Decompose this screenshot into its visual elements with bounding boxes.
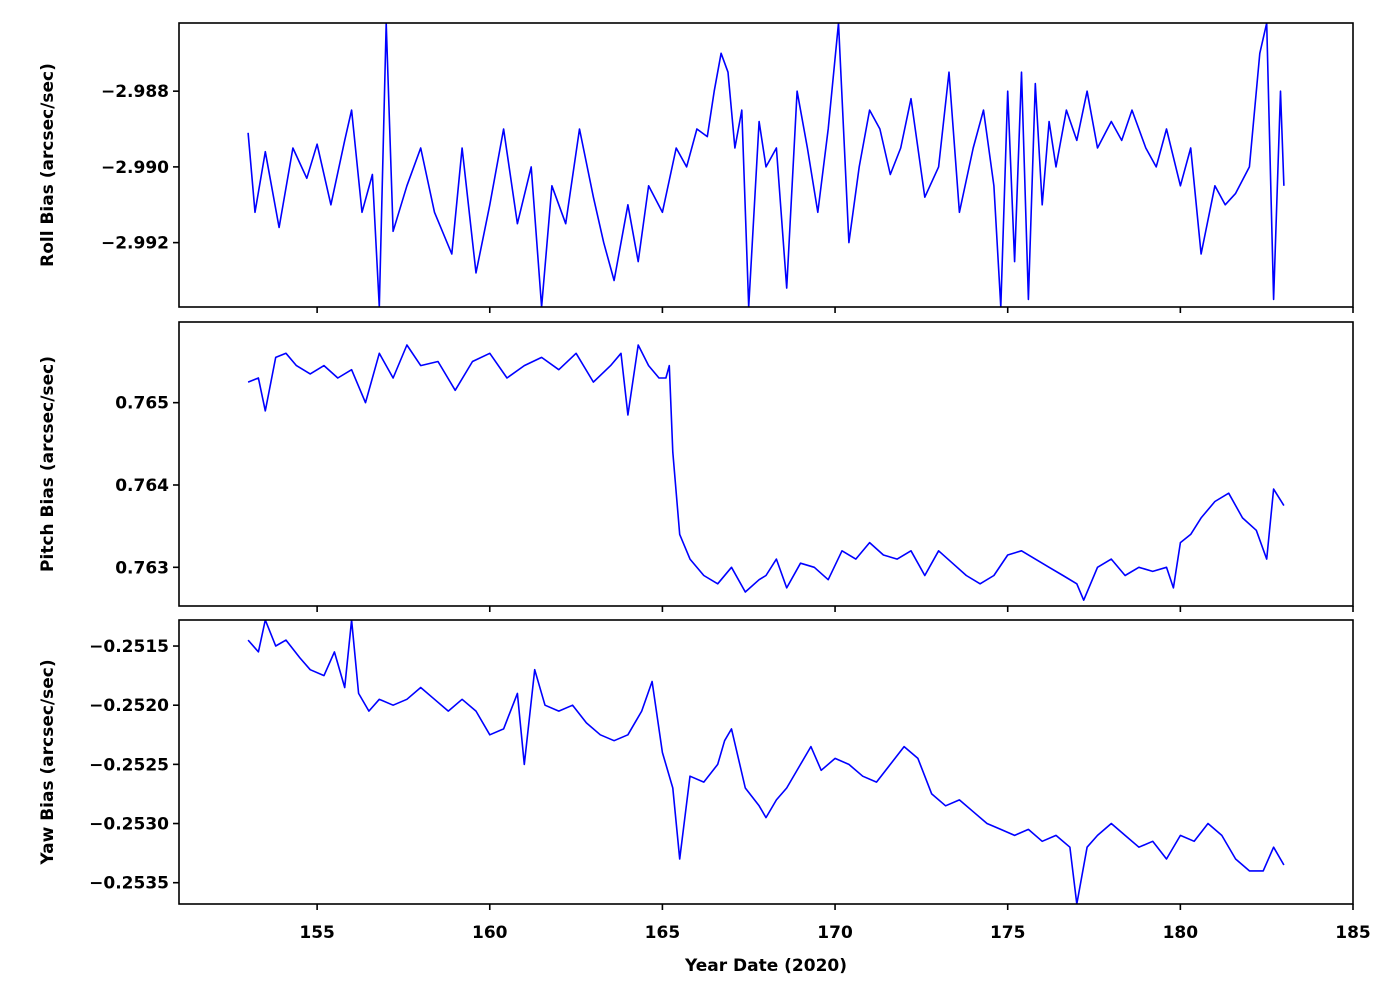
yaw-y-tick-label: −0.2515 (89, 637, 169, 657)
yaw-series-line (247, 620, 1285, 904)
yaw-y-tick-label: −0.2520 (89, 696, 169, 716)
x-tick-label: 160 (472, 923, 508, 943)
roll-y-tick-label: −2.990 (101, 158, 169, 178)
pitch-plot-frame (178, 321, 1354, 607)
pitch-y-tick-label: 0.765 (115, 394, 169, 414)
panels-layer: −2.992 −2.990 −2.988 Roll Bias (arcsec/sec)… (38, 22, 1371, 943)
roll-y-axis-label: Roll Bias (arcsec/sec) (38, 63, 58, 267)
roll-y-tick-label: −2.992 (101, 234, 169, 254)
yaw-plot-frame (178, 619, 1354, 905)
pitch-panel: 0.763 0.764 0.765 Pitch Bias (arcsec/sec) (38, 321, 1354, 612)
x-tick-label: 155 (299, 923, 335, 943)
x-tick-label: 175 (990, 923, 1026, 943)
pitch-y-tick-label: 0.763 (115, 558, 169, 578)
roll-panel: −2.992 −2.990 −2.988 Roll Bias (arcsec/sec) (38, 22, 1354, 313)
yaw-y-tick-label: −0.2530 (89, 815, 169, 835)
x-tick-label: 180 (1163, 923, 1199, 943)
pitch-y-tick-label: 0.764 (115, 476, 169, 496)
x-tick-label: 170 (817, 923, 853, 943)
yaw-panel: −0.2535 −0.2530 −0.2525 −0.2520 −0.2515 Yaw B… (38, 619, 1354, 910)
x-tick-label: 185 (1335, 923, 1371, 943)
pitch-y-axis-label: Pitch Bias (arcsec/sec) (38, 356, 58, 572)
roll-series-line (247, 23, 1285, 307)
x-axis-label: Year Date (2020) (684, 956, 847, 976)
x-tick-label: 165 (645, 923, 681, 943)
roll-plot-frame (178, 22, 1354, 308)
yaw-y-axis-label: Yaw Bias (arcsec/sec) (38, 659, 58, 865)
roll-y-tick-label: −2.988 (101, 82, 169, 102)
yaw-y-tick-label: −0.2525 (89, 755, 169, 775)
pitch-series-line (247, 344, 1285, 602)
yaw-y-tick-label: −0.2535 (89, 874, 169, 894)
